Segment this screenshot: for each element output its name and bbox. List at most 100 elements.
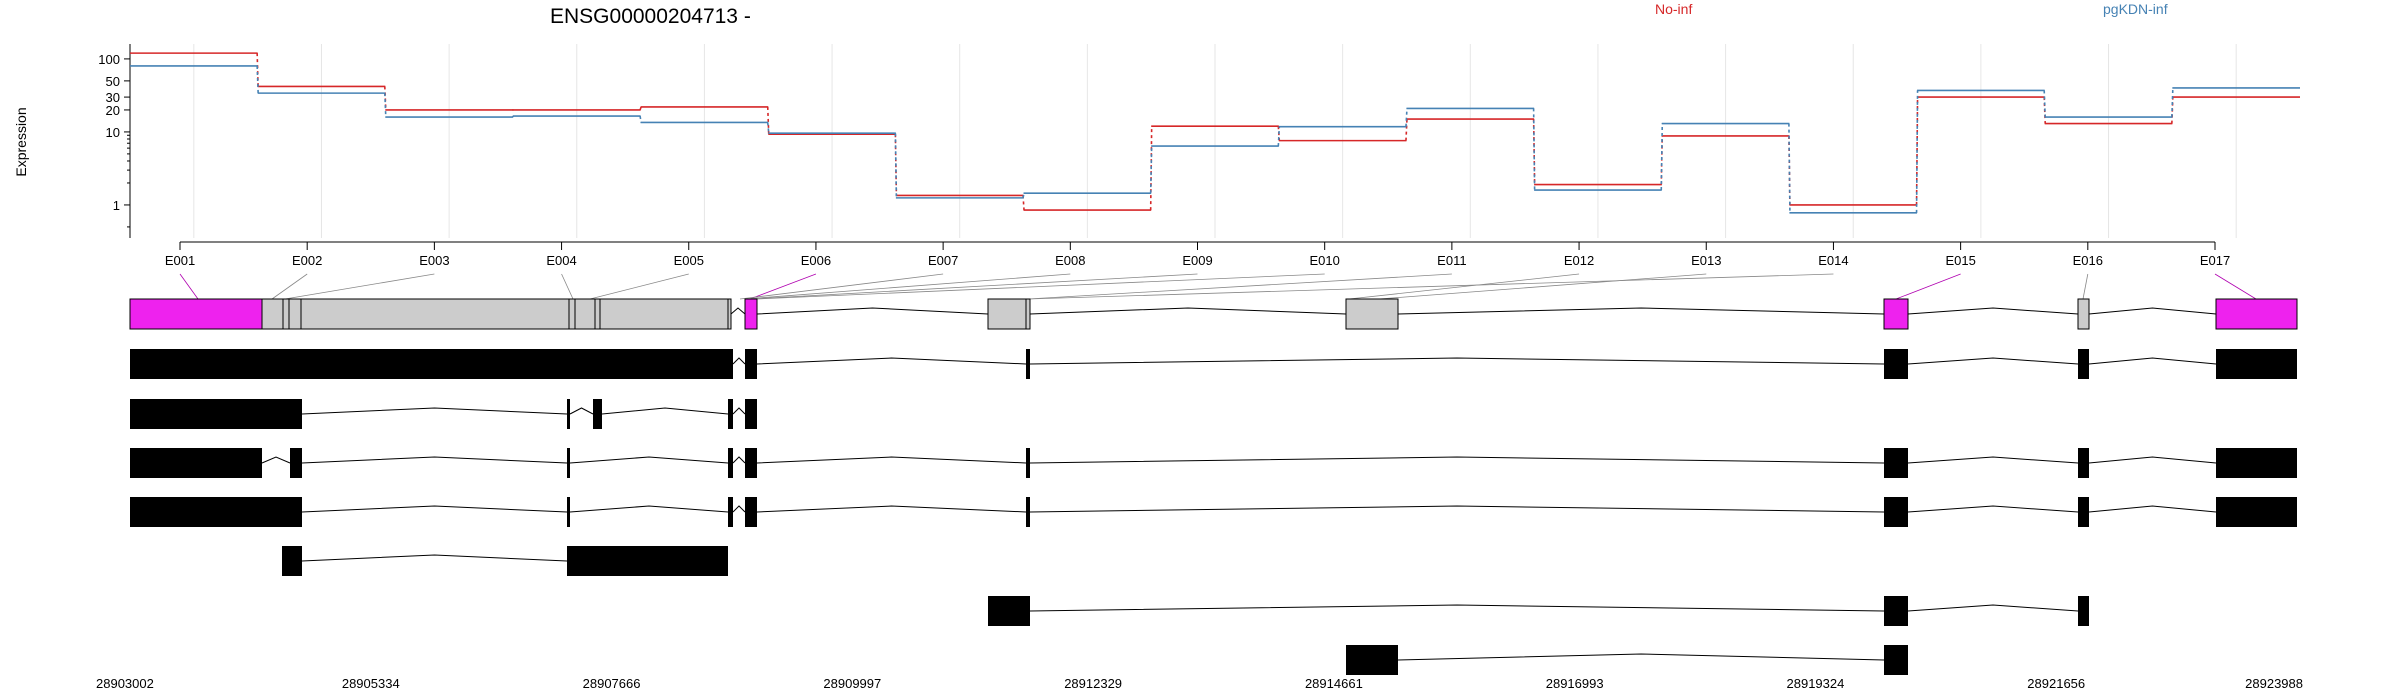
transcript-1-intron: [756, 357, 1027, 365]
transcript-1-intron: [1029, 357, 1885, 365]
transcript-4-exon: [1884, 497, 1908, 527]
gene-intron: [1029, 307, 1347, 315]
transcript-3-intron: [1029, 456, 1885, 464]
y-tick-label-1: 1: [113, 198, 120, 213]
connector-E016: [2082, 273, 2089, 300]
transcript-3-exon: [2078, 448, 2089, 478]
series-connector: [1532, 108, 1536, 191]
series-connector: [766, 122, 770, 134]
exon-label-E017: E017: [2200, 253, 2230, 268]
connector-E005: [589, 273, 689, 300]
gene-exon-E017: [2215, 298, 2298, 330]
transcript-4-exon: [130, 497, 302, 527]
legend-no-inf: No-inf: [1655, 1, 1692, 17]
transcript-3-exon: [567, 448, 570, 478]
series-connector: [383, 93, 387, 118]
transcript-3-exon: [1026, 448, 1030, 478]
y-tick-label-50: 50: [106, 74, 120, 89]
transcript-3-intron: [261, 456, 291, 464]
gene-intron: [2088, 307, 2217, 315]
connector-E012: [1348, 273, 1580, 300]
series-connector: [894, 133, 898, 198]
exon-label-E005: E005: [674, 253, 704, 268]
transcript-1-exon: [1026, 349, 1030, 379]
transcript-4-intron: [732, 505, 746, 513]
genomic-tick-label: 28907666: [583, 676, 641, 691]
exon-axis: E001 E002 E003 E004 E005 E006 E007 E008 E009 E010…: [165, 241, 2230, 268]
series-connector: [1277, 126, 1281, 147]
transcript-4-exon: [2216, 497, 2297, 527]
transcript-4-exon: [728, 497, 733, 527]
connector-E014: [1027, 273, 1834, 300]
transcript-2-intron: [732, 407, 746, 415]
transcript-2-exon: [567, 399, 570, 429]
series-connector: [639, 115, 642, 123]
transcript-4-intron: [756, 505, 1027, 513]
transcript-3-exon: [2216, 448, 2297, 478]
gene-model: [129, 298, 2298, 330]
gene-exon-E006: [744, 298, 758, 330]
transcript-4-exon: [2078, 497, 2089, 527]
series-connector: [1022, 192, 1025, 199]
series-connector: [1660, 123, 1664, 191]
transcript-6-exon: [2078, 596, 2089, 626]
transcript-4-intron: [301, 505, 568, 513]
genomic-tick-label: 28923988: [2245, 676, 2303, 691]
gene-exon-E015: [1883, 298, 1909, 330]
chart-title: ENSG00000204713 -: [550, 5, 751, 28]
y-tick-label-100: 100: [98, 52, 120, 67]
connector-E010: [756, 273, 1325, 300]
gene-intron: [756, 307, 989, 315]
transcript-3-exon: [745, 448, 757, 478]
transcript-6-intron: [1029, 604, 1885, 612]
exon-label-E008: E008: [1055, 253, 1085, 268]
transcript-5-intron: [301, 554, 568, 562]
transcript-1-exon: [1884, 349, 1908, 379]
transcript-models: [130, 349, 2297, 675]
transcript-5-exon: [282, 546, 302, 576]
transcript-3-intron: [2088, 456, 2217, 464]
connector-E006: [749, 273, 817, 300]
series-connector: [766, 106, 770, 135]
transcript-3-intron: [569, 456, 729, 464]
transcript-7-exon: [1346, 645, 1398, 675]
series-connector: [2171, 87, 2174, 118]
transcript-1-intron: [1907, 357, 2079, 365]
connector-E011: [1027, 273, 1452, 300]
connector-E007: [739, 273, 944, 300]
y-tick-label-20: 20: [106, 103, 120, 118]
transcript-4-intron: [1907, 505, 2079, 513]
legend-pgkdn-inf: pgKDN-inf: [2103, 1, 2168, 17]
connector-E008: [744, 273, 1071, 300]
gene-exon-E002-E005: [261, 298, 732, 330]
series-connector: [1788, 135, 1791, 205]
series-connector: [1405, 108, 1408, 127]
transcript-1-exon: [130, 349, 733, 379]
transcript-6-exon: [988, 596, 1030, 626]
transcript-2-intron: [569, 407, 594, 415]
genomic-tick-label: 28909997: [823, 676, 881, 691]
genomic-tick-label: 28921656: [2027, 676, 2085, 691]
genomic-coordinate-axis: 28903002 28905334 28907666 28909997 28912329…: [96, 676, 2303, 691]
gene-intron: [1397, 307, 1885, 315]
transcript-3-exon: [290, 448, 302, 478]
transcript-4-intron: [569, 505, 729, 513]
genomic-tick-label: 28914661: [1305, 676, 1363, 691]
y-axis-label: Expression: [13, 107, 29, 176]
exon-label-E011: E011: [1437, 253, 1466, 268]
genomic-tick-label: 28916993: [1546, 676, 1604, 691]
series-connector: [256, 65, 259, 94]
series-connector: [256, 53, 259, 87]
exon-label-E003: E003: [419, 253, 449, 268]
connector-E001: [179, 273, 199, 300]
connector-E013: [1378, 273, 1707, 300]
exon-label-E016: E016: [2073, 253, 2103, 268]
gene-exon-E007-E008: [987, 298, 1031, 330]
genomic-tick-label: 28919324: [1787, 676, 1845, 691]
gene-intron: [730, 307, 746, 315]
connector-E004: [561, 273, 574, 300]
connector-E015: [1895, 273, 1961, 300]
transcript-2-intron: [301, 407, 568, 415]
exon-label-E014: E014: [1818, 253, 1848, 268]
